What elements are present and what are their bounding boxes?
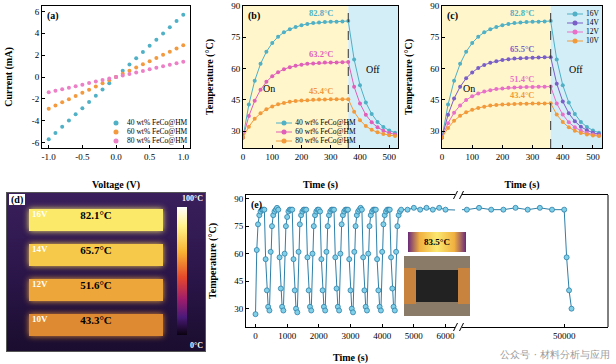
svg-text:43.4°C: 43.4°C [510,90,534,100]
html-text:51.6°C: 51.6°C [80,279,112,291]
html-text:65.7°C: 65.7°C [80,244,112,256]
svg-text:30: 30 [234,304,244,314]
svg-text:6000: 6000 [437,331,456,341]
svg-text:0: 0 [253,331,258,341]
svg-text:45: 45 [234,276,244,286]
svg-text:500: 500 [382,152,396,162]
svg-text:60: 60 [234,249,244,259]
svg-text:(e): (e) [251,199,262,211]
svg-text:90: 90 [430,1,440,11]
svg-text:Off: Off [366,64,380,75]
svg-text:1000: 1000 [278,331,297,341]
html-text:14V: 14V [32,244,48,254]
html-text:80 wt% FeCo@HM: 80 wt% FeCo@HM [295,136,356,145]
svg-text:63.2°C: 63.2°C [309,49,333,59]
html-text:82.1°C: 82.1°C [80,209,112,221]
svg-text:-2: -2 [32,94,40,104]
html-text:60 wt% FeCo@HM: 60 wt% FeCo@HM [127,127,188,136]
svg-text:45.4°C: 45.4°C [309,86,333,96]
svg-text:60: 60 [430,64,440,74]
svg-text:-1.0: -1.0 [42,152,57,162]
svg-text:(c): (c) [447,10,458,22]
svg-text:4000: 4000 [373,331,392,341]
html-text:公众号 · 材料分析与应用: 公众号 · 材料分析与应用 [500,349,610,360]
svg-text:65.5°C: 65.5°C [510,44,534,54]
svg-text:(a): (a) [47,10,59,22]
svg-text:400: 400 [353,152,367,162]
html-text:14V: 14V [586,18,599,27]
svg-text:75: 75 [231,32,241,42]
svg-text:75: 75 [430,32,440,42]
svg-text:-0.5: -0.5 [75,152,90,162]
svg-text:Temperature (°C): Temperature (°C) [204,39,216,115]
svg-text:200: 200 [295,152,309,162]
svg-text:-4: -4 [32,116,40,126]
svg-text:Current (mA): Current (mA) [3,47,15,107]
html-text:16V: 16V [586,9,599,18]
svg-text:300: 300 [324,152,338,162]
html-text:12V: 12V [586,27,599,36]
svg-text:-6: -6 [32,138,40,148]
svg-text:0: 0 [241,152,246,162]
svg-text:30: 30 [231,126,241,136]
svg-text:500: 500 [586,152,600,162]
svg-text:Voltage (V): Voltage (V) [92,179,140,191]
svg-text:Time (s): Time (s) [504,179,539,191]
svg-text:4: 4 [35,28,40,38]
html-text:10V: 10V [586,36,599,45]
html-text:0°C: 0°C [190,341,203,350]
html-text:83.5°C: 83.5°C [424,237,450,247]
svg-text:1.0: 1.0 [178,152,190,162]
html-text:40 wt% FeCo@HM: 40 wt% FeCo@HM [295,118,356,127]
svg-text:Temperature (°C): Temperature (°C) [207,223,219,299]
svg-text:82.8°C: 82.8°C [309,8,333,18]
html-text:12V: 12V [32,279,48,289]
svg-text:Time (s): Time (s) [303,179,338,191]
svg-text:300: 300 [526,152,540,162]
html-text:(d): (d) [11,194,24,205]
svg-text:2000: 2000 [310,331,329,341]
svg-text:3000: 3000 [342,331,361,341]
svg-text:Temperature (°C): Temperature (°C) [403,39,415,115]
svg-text:200: 200 [496,152,510,162]
html-text:60 wt% FeCo@HM: 60 wt% FeCo@HM [295,127,356,136]
svg-text:90: 90 [234,194,244,204]
svg-text:45: 45 [231,95,241,105]
svg-text:On: On [263,83,275,94]
svg-text:60: 60 [231,64,241,74]
svg-text:100: 100 [465,152,479,162]
svg-text:0: 0 [440,152,445,162]
svg-text:2: 2 [35,50,40,60]
html-text:43.3°C: 43.3°C [80,314,112,326]
svg-text:45: 45 [430,95,440,105]
html-text:80 wt% FeCo@HM: 80 wt% FeCo@HM [127,136,188,145]
svg-text:Time (s): Time (s) [333,352,368,364]
svg-text:30: 30 [430,126,440,136]
svg-text:6: 6 [35,7,40,17]
html-text:16V: 16V [32,209,48,219]
svg-text:90: 90 [231,1,241,11]
html-text:40 wt% FeCo@HM: 40 wt% FeCo@HM [127,118,188,127]
svg-text:5000: 5000 [405,331,424,341]
svg-text:400: 400 [556,152,570,162]
svg-text:51.4°C: 51.4°C [510,74,534,84]
html-text:100°C: 100°C [182,194,203,203]
svg-text:75: 75 [234,221,244,231]
svg-text:50000: 50000 [553,331,576,341]
svg-text:100: 100 [266,152,280,162]
svg-text:(b): (b) [248,10,260,22]
html-text:10V: 10V [32,314,48,324]
svg-text:0.5: 0.5 [144,152,156,162]
svg-text:0: 0 [35,72,40,82]
svg-text:On: On [463,83,475,94]
svg-text:Off: Off [569,64,583,75]
svg-text:82.8°C: 82.8°C [510,8,534,18]
svg-text:0.0: 0.0 [110,152,122,162]
